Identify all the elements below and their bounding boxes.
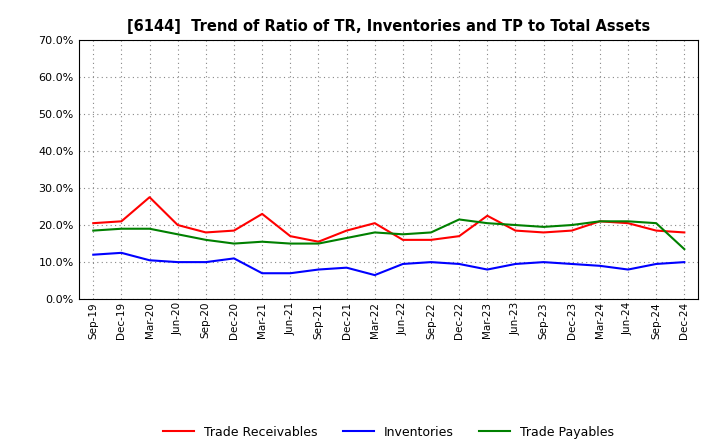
Trade Receivables [286, 234, 294, 239]
Trade Receivables [427, 237, 436, 242]
Inventories [342, 265, 351, 270]
Inventories [117, 250, 126, 256]
Trade Receivables [202, 230, 210, 235]
Trade Receivables [455, 234, 464, 239]
Trade Payables [230, 241, 238, 246]
Trade Receivables [342, 228, 351, 233]
Inventories [624, 267, 632, 272]
Trade Payables [145, 226, 154, 231]
Trade Payables [314, 241, 323, 246]
Trade Receivables [680, 230, 688, 235]
Trade Receivables [652, 228, 660, 233]
Trade Payables [258, 239, 266, 244]
Inventories [652, 261, 660, 267]
Trade Payables [595, 219, 604, 224]
Trade Payables [370, 230, 379, 235]
Inventories [539, 260, 548, 265]
Trade Receivables [89, 220, 98, 226]
Line: Trade Payables: Trade Payables [94, 220, 684, 249]
Trade Payables [539, 224, 548, 230]
Inventories [595, 263, 604, 268]
Trade Receivables [511, 228, 520, 233]
Trade Payables [174, 231, 182, 237]
Inventories [89, 252, 98, 257]
Trade Payables [342, 235, 351, 241]
Line: Inventories: Inventories [94, 253, 684, 275]
Trade Payables [567, 222, 576, 227]
Trade Receivables [145, 194, 154, 200]
Inventories [286, 271, 294, 276]
Trade Receivables [174, 222, 182, 227]
Inventories [567, 261, 576, 267]
Trade Receivables [595, 219, 604, 224]
Inventories [483, 267, 492, 272]
Inventories [258, 271, 266, 276]
Trade Receivables [539, 230, 548, 235]
Trade Receivables [567, 228, 576, 233]
Trade Payables [202, 237, 210, 242]
Trade Payables [624, 219, 632, 224]
Trade Receivables [230, 228, 238, 233]
Inventories [370, 272, 379, 278]
Inventories [511, 261, 520, 267]
Trade Payables [483, 220, 492, 226]
Trade Receivables [258, 211, 266, 216]
Trade Receivables [117, 219, 126, 224]
Inventories [202, 260, 210, 265]
Trade Payables [286, 241, 294, 246]
Trade Payables [511, 222, 520, 227]
Trade Payables [455, 217, 464, 222]
Trade Payables [680, 246, 688, 252]
Trade Payables [399, 231, 408, 237]
Trade Receivables [370, 220, 379, 226]
Inventories [680, 260, 688, 265]
Inventories [174, 260, 182, 265]
Trade Payables [117, 226, 126, 231]
Trade Receivables [314, 239, 323, 244]
Inventories [230, 256, 238, 261]
Title: [6144]  Trend of Ratio of TR, Inventories and TP to Total Assets: [6144] Trend of Ratio of TR, Inventories… [127, 19, 650, 34]
Line: Trade Receivables: Trade Receivables [94, 197, 684, 242]
Inventories [427, 260, 436, 265]
Trade Payables [652, 220, 660, 226]
Trade Payables [427, 230, 436, 235]
Trade Receivables [624, 220, 632, 226]
Inventories [145, 258, 154, 263]
Trade Payables [89, 228, 98, 233]
Inventories [455, 261, 464, 267]
Inventories [314, 267, 323, 272]
Trade Receivables [399, 237, 408, 242]
Inventories [399, 261, 408, 267]
Trade Receivables [483, 213, 492, 218]
Legend: Trade Receivables, Inventories, Trade Payables: Trade Receivables, Inventories, Trade Pa… [158, 421, 619, 440]
